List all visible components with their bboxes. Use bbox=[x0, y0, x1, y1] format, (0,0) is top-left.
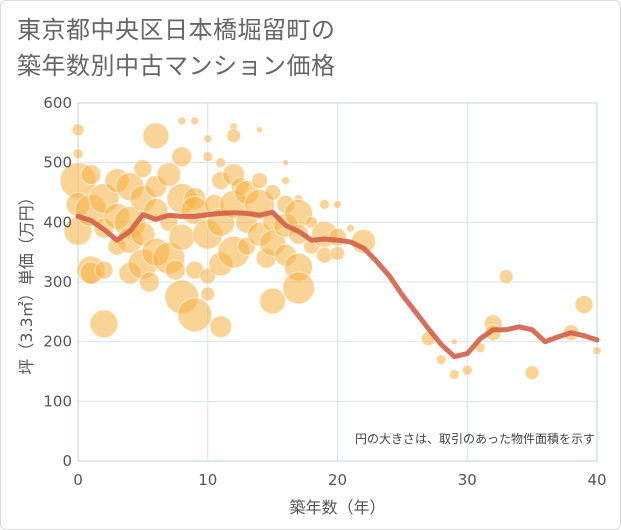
y-tick-label: 500 bbox=[43, 154, 72, 172]
data-bubble bbox=[209, 315, 233, 339]
data-bubble bbox=[319, 198, 331, 210]
data-bubble bbox=[215, 157, 227, 169]
data-bubble bbox=[203, 134, 213, 144]
y-tick-label: 600 bbox=[43, 94, 72, 112]
data-bubble bbox=[333, 199, 342, 209]
x-tick-label: 30 bbox=[458, 471, 477, 489]
plot-area-border bbox=[77, 102, 598, 462]
data-bubble bbox=[435, 354, 447, 366]
data-bubble bbox=[200, 286, 216, 302]
average-price-line bbox=[75, 209, 600, 360]
bubble-series bbox=[59, 116, 602, 381]
data-bubble bbox=[282, 159, 290, 167]
y-tick-label: 200 bbox=[43, 333, 72, 351]
y-tick-label: 400 bbox=[43, 213, 72, 231]
data-bubble bbox=[72, 148, 84, 160]
data-bubble bbox=[133, 159, 153, 179]
y-axis-ticks: 0 100 200 300 400 500 600 bbox=[43, 94, 72, 470]
data-bubble bbox=[138, 271, 160, 293]
data-bubble bbox=[264, 184, 282, 201]
chart-title: 東京都中央区日本橋堀留町の 築年数別中古マンション価格 bbox=[17, 12, 577, 84]
data-bubble bbox=[592, 346, 602, 356]
data-bubble bbox=[177, 297, 213, 333]
data-bubble bbox=[450, 338, 458, 346]
chart-title-line-1: 東京都中央区日本橋堀留町の bbox=[17, 16, 336, 44]
data-bubble bbox=[202, 151, 214, 163]
x-tick-label: 20 bbox=[328, 471, 347, 489]
y-tick-label: 0 bbox=[62, 452, 72, 470]
data-bubble bbox=[461, 364, 473, 376]
data-bubble bbox=[71, 123, 85, 137]
x-axis-title: 築年数（年） bbox=[289, 498, 385, 517]
data-bubble bbox=[226, 128, 242, 144]
data-bubble bbox=[156, 162, 182, 188]
y-tick-label: 100 bbox=[43, 392, 72, 410]
data-bubble bbox=[330, 245, 345, 261]
data-bubble bbox=[89, 309, 119, 339]
data-bubble bbox=[256, 126, 264, 134]
data-bubble bbox=[259, 287, 287, 315]
y-axis-title: 坪（3.3㎡）単価（万円） bbox=[17, 189, 36, 374]
x-tick-label: 40 bbox=[587, 471, 606, 489]
y-tick-label: 300 bbox=[43, 273, 72, 291]
data-bubble bbox=[142, 122, 170, 150]
data-bubble bbox=[282, 271, 316, 305]
data-bubble bbox=[94, 260, 114, 280]
data-bubble bbox=[168, 223, 196, 251]
bubble-size-note: 円の大きさは、取引のあった物件面積を示す bbox=[355, 431, 595, 446]
x-axis-ticks: 0 10 20 30 40 bbox=[73, 471, 606, 489]
data-bubble bbox=[316, 246, 334, 264]
data-bubble bbox=[345, 223, 355, 233]
data-bubble bbox=[524, 365, 540, 381]
data-bubble bbox=[177, 116, 187, 126]
data-bubble bbox=[574, 295, 594, 315]
data-bubble bbox=[448, 368, 460, 380]
chart-title-line-2: 築年数別中古マンション価格 bbox=[17, 52, 336, 80]
data-bubble bbox=[190, 116, 200, 126]
x-tick-label: 0 bbox=[73, 471, 83, 489]
data-bubble bbox=[281, 176, 291, 186]
data-bubble bbox=[80, 164, 102, 186]
data-bubble bbox=[498, 269, 514, 285]
data-bubble bbox=[251, 172, 269, 190]
x-tick-label: 10 bbox=[198, 471, 217, 489]
data-bubble bbox=[171, 146, 193, 168]
data-bubble bbox=[164, 259, 186, 281]
